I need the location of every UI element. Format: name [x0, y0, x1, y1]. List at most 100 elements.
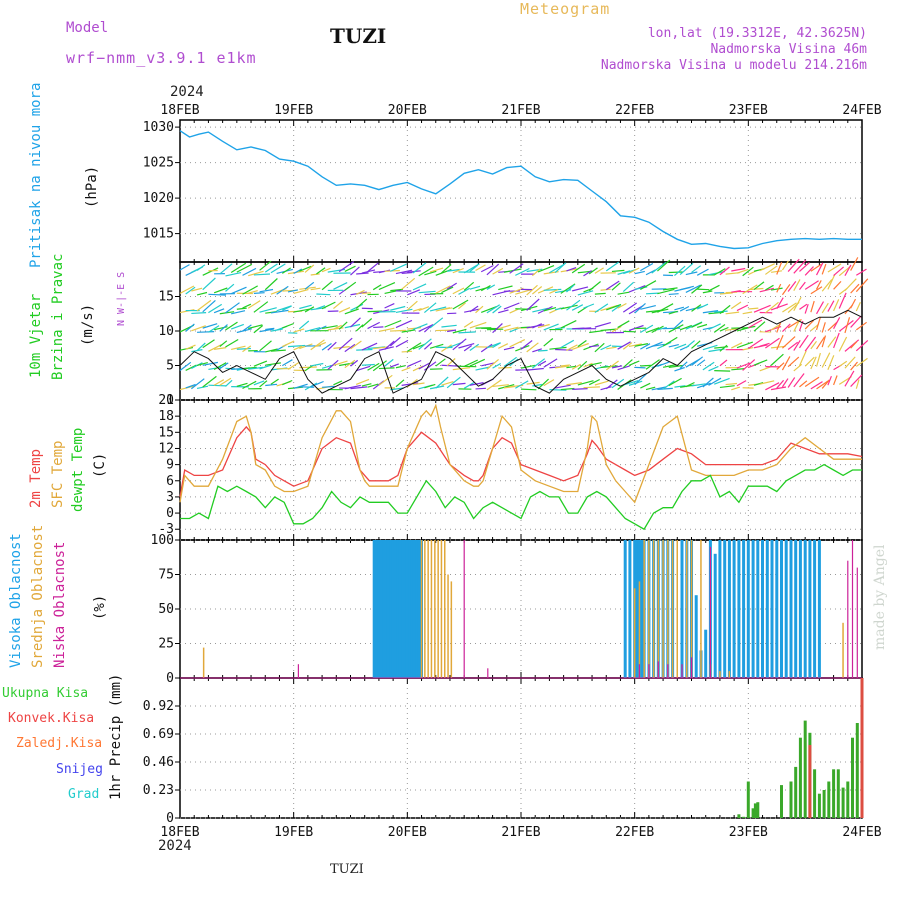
cloud-bar — [377, 540, 381, 678]
wind-barb — [855, 301, 861, 312]
wind-barb — [480, 264, 494, 273]
wind-barb — [606, 346, 617, 350]
wind-barb — [827, 355, 835, 370]
wind-barb — [270, 378, 279, 385]
wind-barb — [577, 340, 587, 348]
wind-barb — [202, 267, 219, 276]
wind-barb — [219, 311, 235, 315]
wind-barb — [674, 366, 685, 372]
wind-barb — [748, 287, 764, 291]
wind-barb — [815, 352, 821, 367]
wind-barb — [236, 328, 252, 334]
altitude-text: Nadmorska Visina 46m — [710, 42, 867, 57]
wind-barb — [566, 382, 582, 386]
wind-barb — [469, 358, 486, 367]
wind-barb — [543, 358, 558, 368]
wind-barb — [560, 364, 570, 367]
wind-barb — [441, 344, 452, 353]
wind-barb — [571, 342, 589, 351]
wind-barb — [691, 284, 703, 294]
wind-barb — [850, 257, 859, 271]
wind-barb — [634, 366, 646, 369]
wind-barb — [327, 359, 339, 371]
wind-barb — [452, 382, 466, 386]
wind-barb — [509, 308, 519, 314]
cloud-bar — [640, 540, 644, 678]
y-tick-label: -3 — [158, 522, 174, 537]
wind-barb — [719, 326, 729, 332]
wind-barb — [526, 342, 539, 353]
cloud-bar — [723, 540, 727, 678]
cloud-bar — [415, 540, 419, 678]
wind-barb — [458, 331, 476, 334]
wind-barb — [526, 298, 540, 311]
wind-barb — [469, 321, 487, 329]
wind-barb — [219, 263, 233, 275]
wind-barb — [225, 379, 233, 387]
wind-barb — [429, 343, 444, 349]
cloud-bar — [765, 540, 769, 678]
wind-barb — [202, 375, 217, 388]
wind-barb — [765, 382, 780, 391]
wind-barb — [850, 315, 862, 328]
wind-barb — [333, 380, 343, 386]
wind-barb — [242, 345, 252, 353]
wind-barb — [441, 381, 454, 386]
wind-barb — [651, 261, 667, 274]
wind-barb — [185, 344, 196, 350]
cloud-bar — [657, 540, 660, 678]
cloud-bar — [434, 540, 436, 678]
wind-barb — [475, 305, 484, 314]
wind-barb — [759, 287, 775, 293]
wind-barb — [725, 311, 740, 315]
wind-barb — [736, 304, 749, 312]
wind-barb — [356, 348, 373, 351]
wind-barb — [333, 324, 342, 330]
year-bottom: 2024 — [158, 838, 192, 854]
wind-barb — [810, 286, 823, 295]
wind-barb — [537, 360, 547, 367]
wind-barb — [378, 367, 395, 370]
wind-barb — [367, 383, 379, 388]
wind-barb — [202, 361, 219, 366]
wind-barb — [338, 321, 348, 330]
wind-barb — [191, 287, 203, 292]
cloud-bar — [391, 540, 395, 678]
wind-barb — [827, 375, 832, 386]
wind-barb — [605, 379, 618, 390]
y-tick-label: 15 — [158, 425, 174, 440]
wind-barb — [640, 262, 654, 272]
wind-barb — [253, 325, 264, 334]
wind-barb — [310, 287, 321, 291]
y-tick-label: 18 — [158, 409, 174, 424]
wind-barb — [248, 324, 263, 330]
wind-barb — [225, 302, 240, 314]
wind-barb — [714, 310, 728, 313]
wind-barb — [282, 305, 292, 311]
wind-barb — [191, 312, 207, 315]
precip-bar — [836, 769, 840, 818]
wind-barb — [281, 267, 292, 274]
wind-barb — [509, 263, 524, 274]
wind-barb — [765, 301, 779, 314]
wind-barb — [611, 325, 622, 333]
wind-barb — [435, 376, 449, 389]
cloud-bar — [430, 540, 433, 678]
wind-barb — [515, 288, 532, 295]
wind-barb — [503, 302, 520, 310]
wind-barb — [492, 267, 504, 275]
cloud-bar — [408, 540, 412, 678]
wind-barb — [259, 340, 272, 352]
wind-barb — [475, 366, 491, 371]
cloud-bar — [770, 540, 774, 678]
wind-barb — [810, 340, 817, 350]
wind-barb — [213, 379, 225, 386]
wind-barb — [634, 270, 645, 275]
cloud-bar — [389, 540, 393, 678]
cloud-bar — [727, 540, 731, 678]
wind-barb — [549, 263, 565, 274]
wind-barb — [821, 379, 830, 389]
wind-barb — [231, 310, 246, 315]
cloud-bar — [386, 540, 390, 678]
precip-bar — [860, 678, 864, 818]
